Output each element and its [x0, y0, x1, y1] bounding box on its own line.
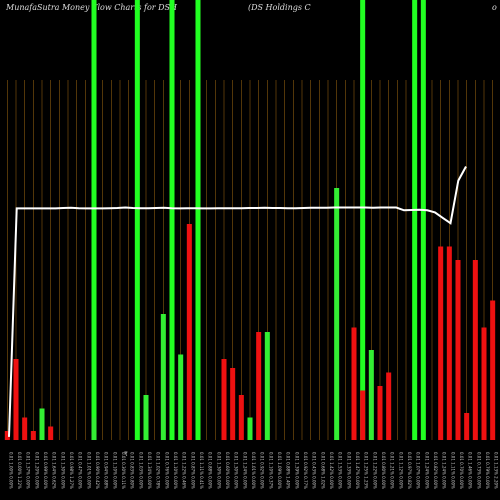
x-tick-label: 0.01 1.30% 0.00%	[234, 452, 239, 489]
money-flow-bar	[377, 386, 383, 440]
x-tick-label: 0.01 1.11% 0.41%	[199, 452, 204, 489]
x-tick-label: 0.01 1.33% 0.00%	[346, 452, 351, 489]
x-tick-label: 0.01 0.30% 0.11%	[121, 452, 126, 489]
highlight-column	[134, 0, 140, 440]
x-tick-label: 0.01 1.22% 0.46%	[182, 452, 187, 489]
x-tick-label: 0.01 0.70% 0.00%	[459, 452, 464, 489]
x-tick-label: 0.01 1.01% 0.00%	[86, 452, 91, 489]
x-tick-label: 0.01 0.97% 0.82%	[407, 452, 412, 489]
x-tick-label: 0.01 1.10% 0.37%	[268, 452, 273, 489]
x-tick-label: 0.01 0.73% 0.00%	[476, 452, 481, 489]
money-flow-bar	[360, 390, 366, 440]
money-flow-bar	[178, 354, 184, 440]
highlight-column	[420, 0, 426, 440]
money-flow-bar	[334, 188, 340, 440]
money-flow-bar	[464, 413, 470, 440]
money-flow-bar	[48, 426, 54, 440]
x-tick-label: 0.01 1.02% 0.78%	[156, 452, 161, 489]
x-tick-label: 0.01 1.64% 0.62%	[52, 452, 57, 489]
x-tick-label: 0.01 0.90% 0.42%	[95, 452, 100, 489]
price-line	[8, 166, 467, 437]
x-tick-label: 0.01 0.47% 0.00%	[78, 452, 83, 489]
x-tick-label: 0.01 1.01% 0.00%	[251, 452, 256, 489]
x-tick-label: 0.01 1.09% 0.00%	[277, 452, 282, 489]
x-tick-label: 0.01 0.43% 0.00%	[312, 452, 317, 489]
x-tick-label: 0.01 1.13% 2.20%	[494, 452, 499, 489]
x-tick-label: 0.01 0.88% 0.00%	[208, 452, 213, 489]
x-tick-label: 0.01 1.53% 0.00%	[338, 452, 343, 489]
money-flow-bar	[472, 260, 478, 440]
money-flow-bar	[264, 332, 270, 440]
x-tick-label: 0.01 0.99% 0.00%	[43, 452, 48, 489]
highlight-column	[91, 0, 97, 440]
highlight-column	[412, 0, 418, 440]
company-name: (DS Holdings C	[248, 3, 311, 12]
x-tick-label: 0.01 0.94% 0.88%	[104, 452, 109, 489]
highlight-column	[169, 0, 175, 440]
x-tick-label: 0.01 1.34% 0.00%	[147, 452, 152, 489]
x-tick-label: 0.01 1.39% 0.00%	[294, 452, 299, 489]
x-tick-label: 0.01 1.00% 0.00%	[8, 452, 13, 489]
x-tick-label: 0.01 1.10% 0.00%	[173, 452, 178, 489]
money-flow-bar	[230, 368, 236, 440]
x-tick-label: 0.01 1.30% 0.00%	[60, 452, 65, 489]
money-flow-bar	[446, 246, 452, 440]
x-tick-label: 0.01 0.80% 0.00%	[381, 452, 386, 489]
x-tick-label: 0.01 1.22% 0.00%	[372, 452, 377, 489]
x-tick-label: 0.01 1.03% 0.00%	[138, 452, 143, 489]
money-flow-bar	[386, 372, 392, 440]
x-tick-label: 0.01 1.42% 0.00%	[329, 452, 334, 489]
money-flow-bar	[143, 395, 149, 440]
x-tick-label: 0.01 0.60% 0.00%	[225, 452, 230, 489]
x-tick-label: 0.01 0.87% 0.00%	[190, 452, 195, 489]
money-flow-bar	[160, 314, 166, 440]
money-flow-bar	[13, 359, 19, 440]
x-tick-label: 0.01 0.79% 0.00%	[485, 452, 490, 489]
money-flow-bar	[368, 350, 374, 440]
highlight-column	[360, 0, 366, 440]
x-tick-label: 0.01 1.21% 0.00%	[390, 452, 395, 489]
highlight-column	[195, 0, 201, 440]
x-tick-label: 0.01 0.98% 1.27%	[69, 452, 74, 489]
currency-mark: ₹	[124, 451, 128, 458]
x-tick-label: 0.01 0.00% 1.22%	[17, 452, 22, 489]
x-tick-label: 0.01 0.82% 0.00%	[433, 452, 438, 489]
money-flow-bar	[186, 224, 192, 440]
x-tick-label: 0.01 0.68% 1.02%	[320, 452, 325, 489]
money-flow-bar	[351, 327, 357, 440]
money-flow-bar	[438, 246, 444, 440]
money-flow-bar	[455, 260, 461, 440]
x-tick-label: 0.01 1.10% 0.00%	[112, 452, 117, 489]
x-tick-label: 0.01 1.24% 0.00%	[242, 452, 247, 489]
money-flow-bar	[22, 417, 28, 440]
x-tick-label: 0.01 1.25% 1.23%	[364, 452, 369, 489]
x-tick-label: 0.01 1.47% 0.00%	[355, 452, 360, 489]
x-tick-label: 0.01 0.76% 0.00%	[164, 452, 169, 489]
x-tick-label: 0.01 0.92% 0.00%	[260, 452, 265, 489]
money-flow-bar	[221, 359, 227, 440]
money-flow-bar	[4, 431, 10, 440]
money-flow-bar	[256, 332, 262, 440]
x-tick-label: 0.01 1.46% 0.00%	[468, 452, 473, 489]
x-tick-label: 0.01 1.37% 0.00%	[26, 452, 31, 489]
x-tick-label: 0.01 0.88% 1.40%	[286, 452, 291, 489]
money-flow-bar	[247, 417, 253, 440]
money-flow-bar	[481, 327, 487, 440]
site-fragment: o	[492, 3, 497, 12]
x-tick-label: 0.01 1.12% 0.00%	[398, 452, 403, 489]
x-tick-label: 0.01 1.07% 0.00%	[416, 452, 421, 489]
x-tick-label: 0.01 1.24% 0.00%	[424, 452, 429, 489]
money-flow-bar	[30, 431, 36, 440]
money-flow-bar	[39, 408, 45, 440]
x-tick-label: 0.01 1.24% 0.00%	[442, 452, 447, 489]
money-flow-bar	[490, 300, 496, 440]
money-flow-bar	[238, 395, 244, 440]
x-tick-label: 0.01 0.83% 0.80%	[130, 452, 135, 489]
x-tick-label: 0.01 1.20% 0.00%	[34, 452, 39, 489]
x-tick-label: 0.01 1.11% 0.00%	[450, 452, 455, 489]
x-tick-label: 0.01 1.30% 0.00%	[216, 452, 221, 489]
x-tick-label: 0.01 0.92% 0.77%	[303, 452, 308, 489]
money-flow-bar	[91, 417, 97, 440]
